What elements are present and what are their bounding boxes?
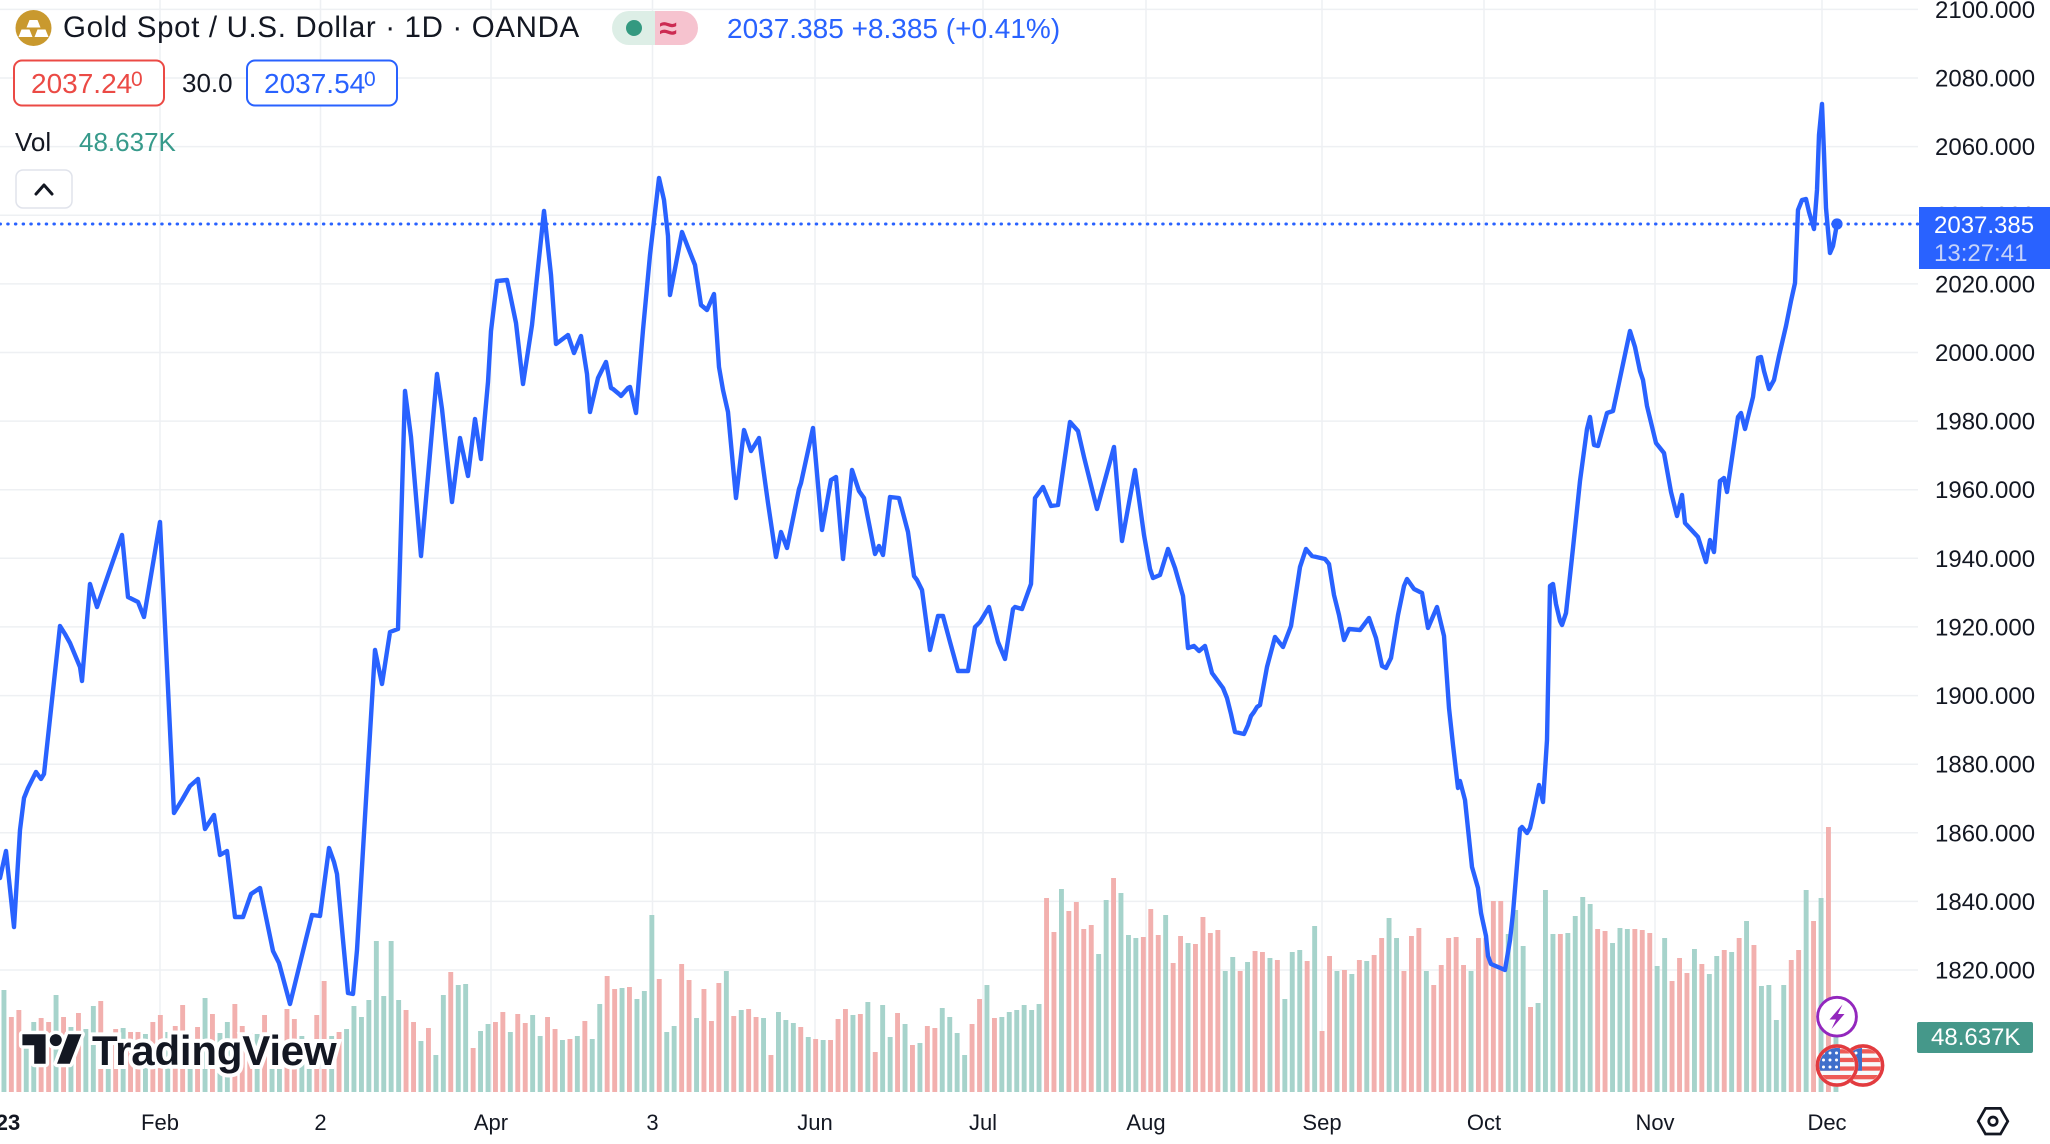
svg-text:TradingView: TradingView	[92, 1027, 337, 1074]
svg-text:2080.000: 2080.000	[1935, 66, 2035, 93]
svg-text:2037.385 +8.385 (+0.41%): 2037.385 +8.385 (+0.41%)	[727, 13, 1060, 44]
svg-text:48.637K: 48.637K	[79, 127, 177, 157]
svg-text:Sep: Sep	[1302, 1110, 1341, 1135]
svg-text:Aug: Aug	[1126, 1110, 1165, 1135]
svg-text:0: 0	[364, 68, 376, 91]
svg-text:1880.000: 1880.000	[1935, 752, 2035, 779]
svg-text:Oct: Oct	[1467, 1110, 1501, 1135]
svg-text:2020.000: 2020.000	[1935, 271, 2035, 298]
svg-text:1980.000: 1980.000	[1935, 409, 2035, 436]
svg-text:1820.000: 1820.000	[1935, 958, 2035, 985]
svg-text:1840.000: 1840.000	[1935, 889, 2035, 916]
svg-text:≈: ≈	[659, 10, 677, 46]
svg-text:Jun: Jun	[797, 1110, 832, 1135]
svg-text:1900.000: 1900.000	[1935, 683, 2035, 710]
svg-text:Gold Spot / U.S. Dollar · 1D ·: Gold Spot / U.S. Dollar · 1D · OANDA	[63, 11, 580, 44]
svg-text:Vol: Vol	[15, 127, 51, 157]
svg-text:1960.000: 1960.000	[1935, 477, 2035, 504]
svg-text:2100.000: 2100.000	[1935, 0, 2035, 24]
svg-text:1920.000: 1920.000	[1935, 614, 2035, 641]
svg-text:23: 23	[0, 1110, 20, 1135]
svg-text:1940.000: 1940.000	[1935, 546, 2035, 573]
svg-text:2037.24: 2037.24	[31, 68, 132, 99]
svg-text:0: 0	[131, 68, 143, 91]
svg-text:2060.000: 2060.000	[1935, 134, 2035, 161]
svg-text:2: 2	[314, 1110, 326, 1135]
svg-text:Dec: Dec	[1807, 1110, 1846, 1135]
svg-text:Nov: Nov	[1635, 1110, 1674, 1135]
svg-text:Jul: Jul	[969, 1110, 997, 1135]
svg-text:3: 3	[646, 1110, 658, 1135]
svg-text:Feb: Feb	[141, 1110, 179, 1135]
svg-text:2037.385: 2037.385	[1934, 212, 2034, 239]
svg-text:1860.000: 1860.000	[1935, 820, 2035, 847]
svg-text:48.637K: 48.637K	[1931, 1024, 2020, 1051]
svg-text:2000.000: 2000.000	[1935, 340, 2035, 367]
svg-text:30.0: 30.0	[182, 68, 233, 98]
svg-text:2037.54: 2037.54	[264, 68, 365, 99]
svg-text:13:27:41: 13:27:41	[1934, 240, 2027, 267]
svg-text:Apr: Apr	[474, 1110, 508, 1135]
